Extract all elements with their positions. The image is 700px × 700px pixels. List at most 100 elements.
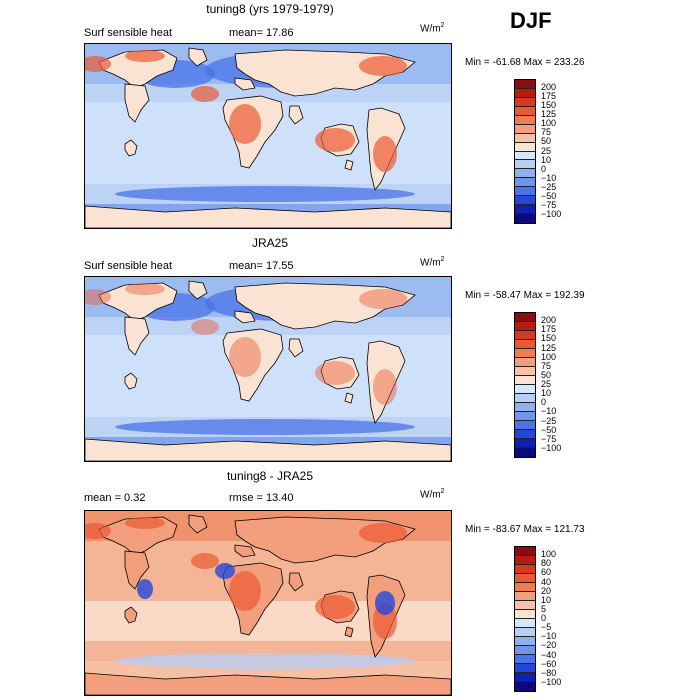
colorbar-tick-label: −40: [541, 649, 557, 660]
continent-outline: [288, 338, 304, 358]
map-contour-region: [191, 319, 219, 335]
continent-outline: [85, 672, 451, 695]
map-contour-region: [215, 563, 235, 579]
map-contour-region: [375, 591, 395, 615]
colorbar-swatch: [515, 358, 535, 367]
panel-3-units: W/m2: [420, 488, 445, 501]
continent-outline: [320, 356, 360, 390]
colorbar-swatch: [515, 142, 535, 152]
panel-2-units: W/m2: [420, 256, 445, 269]
map-contour-region: [315, 595, 355, 619]
colorbar-swatch: [515, 439, 535, 448]
map-contour-region: [359, 523, 407, 543]
continent-outline: [234, 282, 416, 330]
map-contour-region: [85, 523, 111, 539]
panel-2-map: [84, 276, 452, 462]
colorbar-tick-label: 20: [541, 585, 552, 596]
colorbar-tick-label: −20: [541, 640, 557, 651]
panel-3-rmse-label: rmse = 13.40: [229, 492, 294, 504]
map-plot: [85, 511, 451, 695]
colorbar-swatch: [515, 601, 535, 610]
map-contour-region: [315, 361, 355, 385]
panel-2-title: JRA25: [251, 236, 289, 250]
panel-3-map: [84, 510, 452, 696]
map-contour-region: [229, 104, 261, 144]
map-contour-region: [315, 128, 355, 152]
continent-outline: [188, 514, 208, 534]
colorbar-swatch: [515, 385, 535, 394]
continent-outline: [124, 83, 150, 123]
panel-2-min-max: Min = -58.47 Max = 192.39: [465, 290, 585, 301]
panel-1-min-max: Min = -61.68 Max = 233.26: [465, 57, 585, 68]
colorbar-swatch: [515, 664, 535, 673]
colorbar-tick-label: 75: [541, 127, 552, 138]
colorbar-swatch: [515, 412, 535, 421]
colorbar-swatch: [515, 106, 535, 116]
colorbar-swatch: [515, 682, 535, 691]
map-contour-region: [125, 50, 165, 62]
colorbar-swatch: [515, 88, 535, 98]
continent-outline: [124, 316, 150, 356]
continent-outline: [85, 438, 451, 461]
colorbar-tick-label: 50: [541, 136, 552, 147]
map-contour-region: [125, 517, 165, 529]
colorbar-swatch: [515, 340, 535, 349]
colorbar-swatch: [515, 574, 535, 583]
colorbar-tick-label: 175: [541, 324, 557, 335]
colorbar-tick-label: 150: [541, 333, 557, 344]
colorbar-swatch: [515, 196, 535, 206]
panel-3-colorbar: [514, 546, 536, 692]
colorbar-tick-label: 0: [541, 613, 547, 623]
colorbar-swatch: [515, 115, 535, 125]
colorbar-swatch: [515, 331, 535, 340]
colorbar-tick-label: 25: [541, 379, 552, 389]
colorbar-tick-label: −25: [541, 415, 557, 426]
panel-2-colorbar: [514, 312, 536, 458]
colorbar-swatch: [515, 556, 535, 565]
colorbar-tick-label: −100: [541, 676, 562, 687]
colorbar-tick-label: −100: [541, 208, 562, 219]
continent-outline: [344, 392, 354, 404]
map-contour-region: [115, 653, 415, 669]
colorbar-swatch: [515, 610, 535, 619]
colorbar-swatch: [515, 80, 535, 89]
colorbar-swatch: [515, 430, 535, 439]
continent-outline: [124, 606, 138, 624]
colorbar-tick-label: −50: [541, 424, 557, 435]
colorbar-swatch: [515, 367, 535, 376]
colorbar-swatch: [515, 205, 535, 215]
colorbar-tick-label: 80: [541, 558, 552, 569]
colorbar-tick-label: 60: [541, 567, 552, 578]
continent-outline: [288, 572, 304, 592]
map-contour-region: [191, 86, 219, 102]
map-contour-region: [115, 186, 415, 202]
continent-outline: [188, 47, 208, 67]
map-contour-region: [373, 369, 397, 405]
colorbar-swatch: [515, 349, 535, 358]
colorbar-swatch: [515, 187, 535, 197]
colorbar-tick-label: −5: [541, 622, 552, 633]
colorbar-tick-label: 150: [541, 100, 557, 111]
map-contour-region: [125, 283, 165, 295]
colorbar-swatch: [515, 169, 535, 179]
panel-2-mean-label: mean= 17.55: [229, 260, 294, 272]
continent-outline: [124, 372, 138, 390]
colorbar-swatch: [515, 583, 535, 592]
panel-1-colorbar: [514, 79, 536, 224]
colorbar-tick-label: 75: [541, 360, 552, 371]
map-contour-region: [359, 56, 407, 76]
map-contour-region: [85, 56, 111, 72]
panel-3-title: tuning8 - JRA25: [226, 469, 314, 483]
map-contour-region: [191, 553, 219, 569]
panel-1-units: W/m2: [420, 22, 445, 35]
continent-outline: [344, 159, 354, 171]
continent-outline: [234, 310, 256, 324]
colorbar-swatch: [515, 376, 535, 385]
map-contour-region: [115, 419, 415, 435]
colorbar-tick-label: 125: [541, 342, 557, 353]
colorbar-swatch: [515, 313, 535, 322]
map-contour-region: [373, 136, 397, 172]
panel-1-title: tuning8 (yrs 1979-1979): [206, 2, 334, 16]
panel-1-variable-label: Surf sensible heat: [84, 27, 173, 39]
colorbar-swatch: [515, 655, 535, 664]
